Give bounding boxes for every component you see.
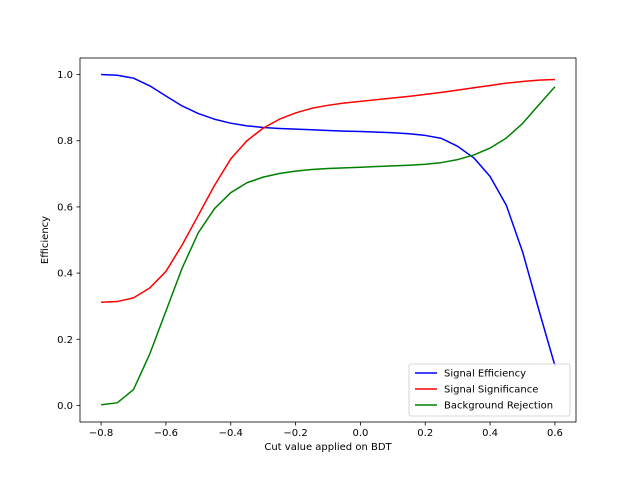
y-axis-ticks: 0.0 0.2 0.4 0.6 0.8 1.0: [57, 70, 80, 412]
series-line-2: [100, 86, 556, 406]
y-tick-label: 0.8: [57, 136, 73, 147]
x-tick-label: 0.6: [547, 428, 563, 439]
legend-label: Signal Significance: [444, 385, 538, 396]
series-layer: [100, 73, 556, 406]
x-tick-label: −0.8: [89, 428, 113, 439]
legend: Signal Efficiency Signal Significance Back…: [408, 363, 571, 417]
x-tick-label: 0.4: [482, 428, 498, 439]
x-tick-label: −0.2: [283, 428, 307, 439]
y-tick-label: 0.0: [57, 401, 73, 412]
legend-box: [408, 363, 571, 417]
y-tick-label: 0.2: [57, 335, 73, 346]
series-line-0: [101, 73, 556, 366]
y-axis-label: Efficiency: [40, 216, 51, 264]
y-tick-label: 1.0: [57, 70, 73, 81]
x-axis-label: Cut value applied on BDT: [264, 442, 392, 453]
y-tick-label: 0.4: [57, 269, 73, 280]
legend-label: Background Rejection: [444, 401, 553, 412]
legend-items: Signal Efficiency Signal Significance Back…: [415, 369, 553, 412]
x-tick-label: −0.4: [219, 428, 243, 439]
legend-label: Signal Efficiency: [444, 369, 526, 380]
x-axis-ticks: −0.8 −0.6 −0.4 −0.2 0.0 0.2 0.4 0.6: [89, 422, 563, 439]
plot-frame: [79, 57, 577, 423]
series-line-1: [101, 78, 555, 303]
x-tick-label: 0.0: [352, 428, 368, 439]
x-tick-label: −0.6: [154, 428, 178, 439]
y-tick-label: 0.6: [57, 202, 73, 213]
x-tick-label: 0.2: [417, 428, 433, 439]
